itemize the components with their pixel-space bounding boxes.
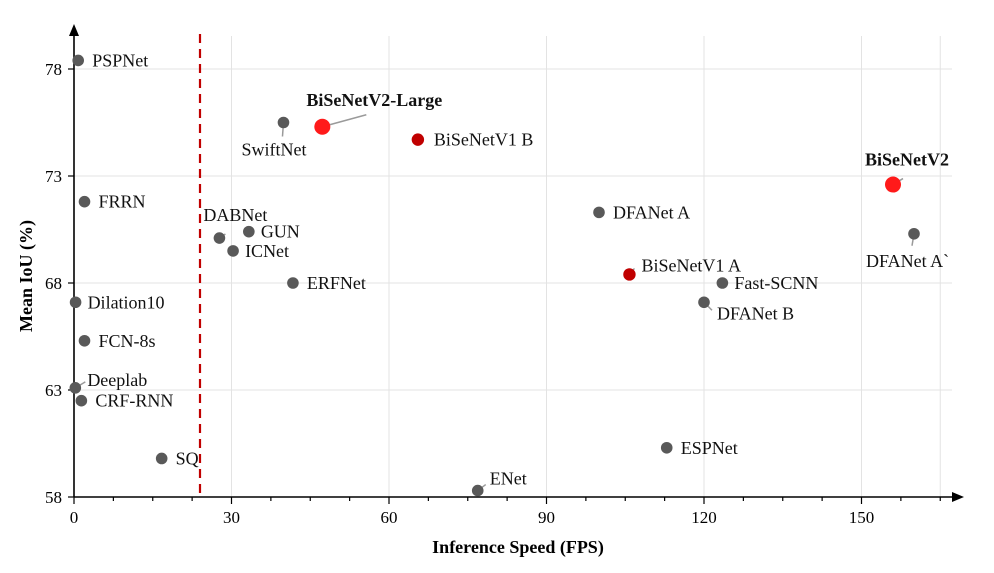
data-points: [69, 54, 920, 497]
point-crf-rnn: [75, 394, 88, 407]
label-fast-scnn: Fast-SCNN: [734, 273, 818, 293]
label-dfanet-b: DFANet B: [717, 303, 794, 323]
point-dfanet-a: [593, 206, 605, 219]
y-axis-arrow-icon: [69, 24, 79, 36]
label-frrn: FRRN: [99, 192, 146, 212]
label-bisenetv2: BiSeNetV2: [865, 150, 949, 170]
point-frrn: [78, 195, 91, 208]
point-dabnet: [213, 232, 226, 244]
label-sq: SQ: [176, 448, 199, 468]
x-tick-label: 30: [223, 508, 240, 527]
label-crf-rnn: CRF-RNN: [95, 391, 173, 411]
y-tick-label: 68: [45, 274, 62, 293]
label-dabnet: DABNet: [203, 205, 267, 225]
point-labels: PSPNet FRRN Dilation10 FCN-8s DeeplabCRF-RNN…: [87, 50, 949, 488]
y-axis-title: Mean IoU (%): [16, 220, 37, 332]
point-deeplab: [69, 382, 82, 394]
label-enet: ENet: [490, 469, 527, 489]
point-enet: [471, 484, 484, 497]
x-tick-label: 90: [538, 508, 555, 527]
label-swiftnet: SwiftNet: [241, 140, 306, 160]
label-icnet: ICNet: [245, 241, 289, 261]
axes: [68, 24, 964, 504]
point-bisenetv1-a: [623, 268, 636, 281]
point-fast-scnn: [716, 277, 729, 289]
label-dfanet-a: DFANet A`: [866, 251, 949, 271]
point-swiftnet: [277, 116, 290, 129]
y-tick-label: 73: [45, 167, 62, 186]
point-dfanet-b: [698, 296, 710, 309]
point-dfanet-a: [908, 227, 920, 240]
label-bisenetv1-a: BiSeNetV1 A: [641, 255, 741, 275]
label-gun: GUN: [261, 222, 300, 242]
label-pspnet: PSPNet: [92, 50, 148, 70]
label-fcn-8s: FCN-8s: [99, 331, 156, 351]
point-bisenetv1-b: [411, 133, 425, 146]
label-bisenetv1-b: BiSeNetV1 B: [434, 130, 534, 150]
x-tick-label: 60: [381, 508, 398, 527]
point-espnet: [660, 441, 673, 454]
grid: [74, 36, 952, 497]
point-icnet: [227, 245, 239, 257]
x-axis-title: Inference Speed (FPS): [432, 537, 604, 558]
point-gun: [243, 225, 255, 238]
point-fcn-8s: [78, 334, 91, 347]
y-tick-label: 78: [45, 60, 62, 79]
point-sq: [155, 452, 168, 465]
point-erfnet: [287, 277, 299, 289]
label-dfanet-a: DFANet A: [613, 202, 690, 222]
label-dilation10: Dilation10: [88, 292, 165, 312]
label-bisenetv2-large: BiSeNetV2-Large: [306, 90, 442, 110]
label-erfnet: ERFNet: [307, 273, 366, 293]
point-pspnet: [72, 54, 84, 67]
x-tick-label: 150: [849, 508, 875, 527]
x-tick-label: 0: [70, 508, 79, 527]
point-dilation10: [69, 296, 82, 309]
y-tick-label: 63: [45, 381, 62, 400]
point-bisenetv2-large: [314, 118, 331, 135]
x-axis-arrow-icon: [952, 492, 964, 502]
point-bisenetv2: [885, 176, 901, 193]
tick-labels: 0 30 60 90 120 150 58 63 68 73 78: [45, 60, 874, 527]
label-espnet: ESPNet: [681, 438, 738, 458]
label-deeplab: Deeplab: [87, 370, 147, 390]
x-tick-label: 120: [691, 508, 717, 527]
y-tick-label: 58: [45, 488, 62, 507]
